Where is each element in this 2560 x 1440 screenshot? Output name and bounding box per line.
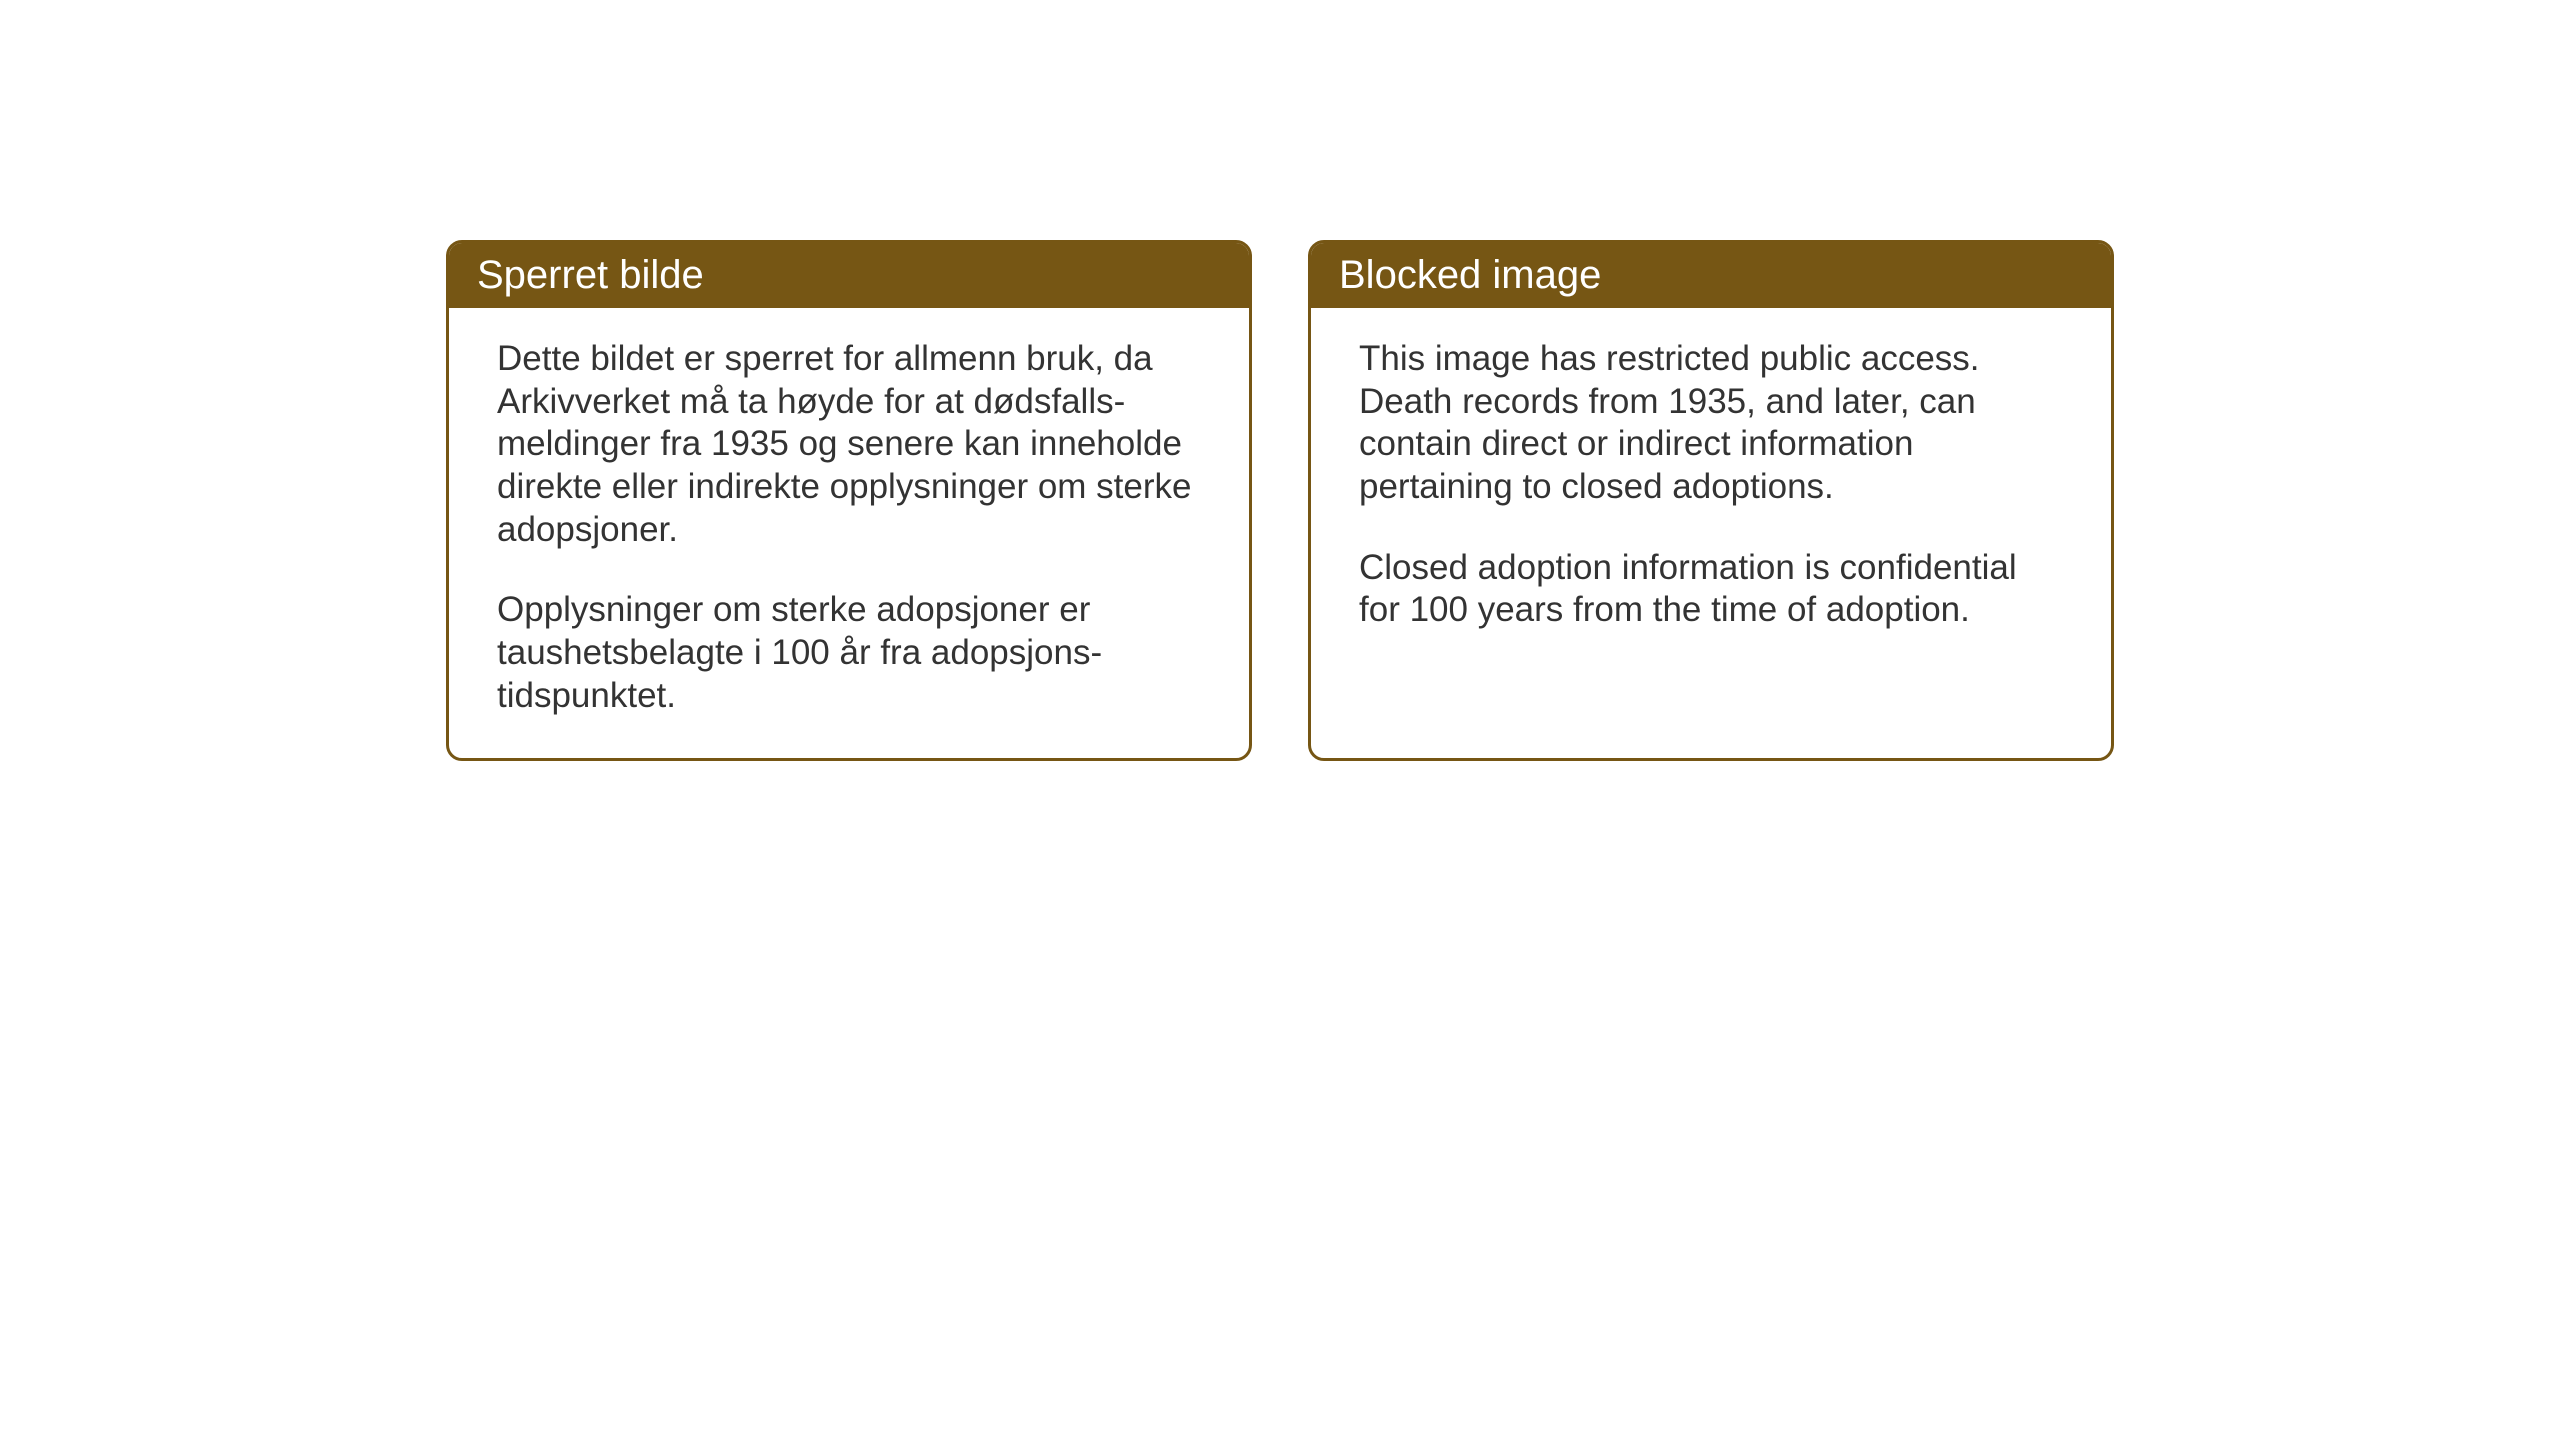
card-norwegian-body: Dette bildet er sperret for allmenn bruk… <box>449 308 1249 758</box>
card-english: Blocked image This image has restricted … <box>1308 240 2114 761</box>
card-norwegian-title: Sperret bilde <box>477 253 704 297</box>
card-english-body: This image has restricted public access.… <box>1311 308 2111 672</box>
card-norwegian-paragraph-1: Dette bildet er sperret for allmenn bruk… <box>497 338 1201 551</box>
card-norwegian-paragraph-2: Opplysninger om sterke adopsjoner er tau… <box>497 589 1201 717</box>
cards-container: Sperret bilde Dette bildet er sperret fo… <box>446 240 2114 761</box>
card-english-paragraph-2: Closed adoption information is confident… <box>1359 547 2063 632</box>
card-norwegian-header: Sperret bilde <box>449 243 1249 308</box>
card-norwegian: Sperret bilde Dette bildet er sperret fo… <box>446 240 1252 761</box>
card-english-title: Blocked image <box>1339 253 1601 297</box>
card-english-header: Blocked image <box>1311 243 2111 308</box>
card-english-paragraph-1: This image has restricted public access.… <box>1359 338 2063 509</box>
